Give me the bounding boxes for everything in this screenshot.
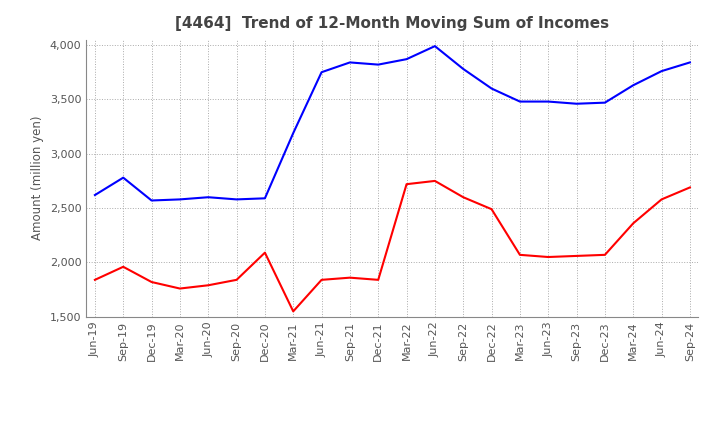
Net Income [431, 178, 439, 183]
Ordinary Income [318, 70, 326, 75]
Ordinary Income [657, 69, 666, 74]
Net Income [629, 221, 637, 226]
Net Income [91, 277, 99, 282]
Net Income [176, 286, 184, 291]
Ordinary Income [431, 44, 439, 49]
Net Income [657, 197, 666, 202]
Net Income [148, 279, 156, 285]
Net Income [374, 277, 382, 282]
Ordinary Income [544, 99, 552, 104]
Ordinary Income [459, 66, 467, 72]
Net Income [233, 277, 241, 282]
Ordinary Income [374, 62, 382, 67]
Net Income [402, 182, 411, 187]
Ordinary Income [119, 175, 127, 180]
Net Income [544, 254, 552, 260]
Net Income [318, 277, 326, 282]
Ordinary Income [685, 60, 694, 65]
Net Income [261, 250, 269, 255]
Net Income [685, 185, 694, 190]
Net Income [572, 253, 581, 259]
Ordinary Income [629, 83, 637, 88]
Title: [4464]  Trend of 12-Month Moving Sum of Incomes: [4464] Trend of 12-Month Moving Sum of I… [176, 16, 609, 32]
Ordinary Income [261, 196, 269, 201]
Ordinary Income [176, 197, 184, 202]
Ordinary Income [289, 130, 297, 136]
Ordinary Income [600, 100, 609, 105]
Net Income [459, 194, 467, 200]
Ordinary Income [148, 198, 156, 203]
Ordinary Income [204, 194, 212, 200]
Ordinary Income [346, 60, 354, 65]
Net Income [346, 275, 354, 280]
Net Income [204, 282, 212, 288]
Ordinary Income [516, 99, 524, 104]
Ordinary Income [572, 101, 581, 106]
Ordinary Income [402, 56, 411, 62]
Y-axis label: Amount (million yen): Amount (million yen) [32, 116, 45, 240]
Ordinary Income [487, 86, 496, 91]
Line: Net Income: Net Income [95, 181, 690, 312]
Net Income [289, 309, 297, 314]
Ordinary Income [233, 197, 241, 202]
Net Income [487, 206, 496, 212]
Line: Ordinary Income: Ordinary Income [95, 46, 690, 201]
Net Income [516, 252, 524, 257]
Ordinary Income [91, 192, 99, 198]
Net Income [600, 252, 609, 257]
Net Income [119, 264, 127, 269]
